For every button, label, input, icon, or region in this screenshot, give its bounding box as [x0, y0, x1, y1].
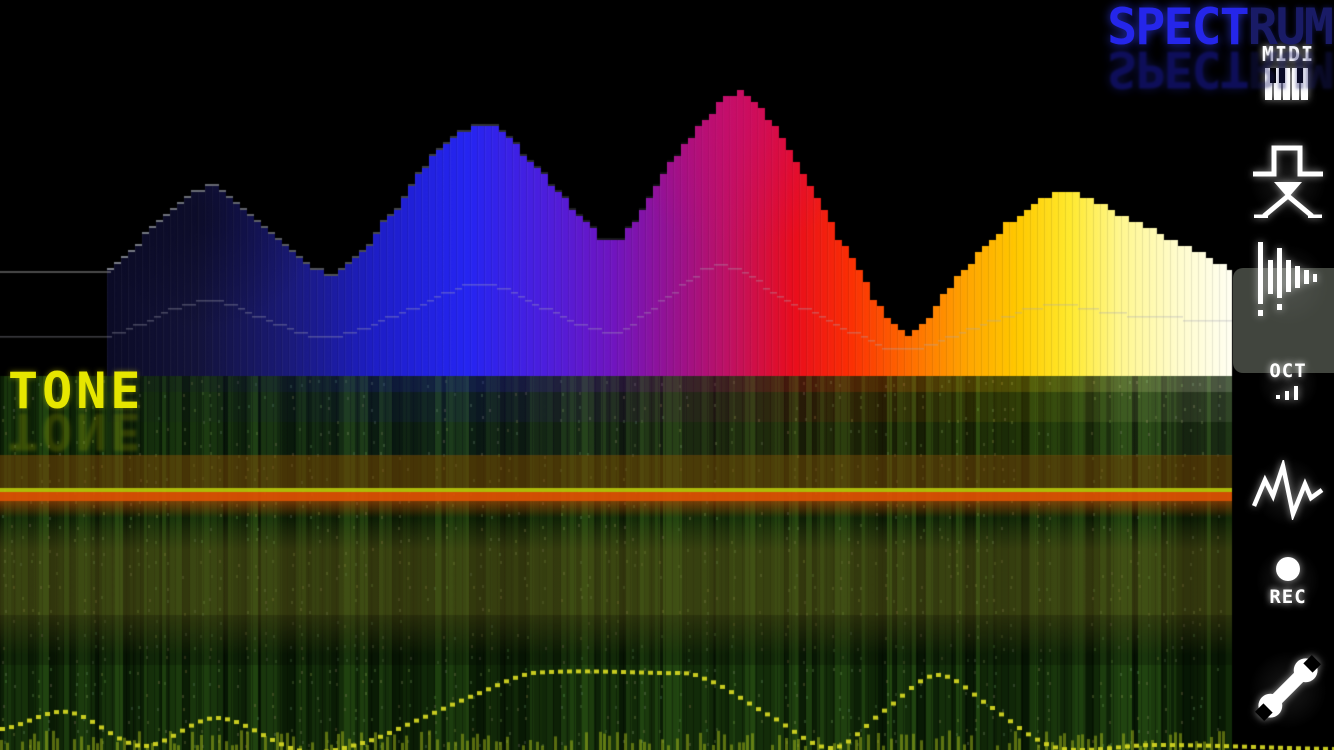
spectrum-button[interactable]: [1242, 234, 1334, 336]
sidebar: MIDI: [1242, 0, 1334, 750]
wrench-icon: [1250, 648, 1326, 728]
piano-keys-icon: [1265, 68, 1311, 102]
octave-bars-icon: [1276, 384, 1300, 400]
octave-button-label: OCT: [1269, 360, 1307, 382]
pulse-figure-icon: [1250, 140, 1326, 218]
app-title-text: SPECTRUM: [1107, 0, 1334, 56]
impulse-bars-icon: [1256, 240, 1320, 326]
waveform-button[interactable]: [1242, 454, 1334, 530]
midi-button-label: MIDI: [1261, 42, 1315, 66]
record-button-label: REC: [1269, 586, 1307, 608]
zigzag-wave-icon: [1252, 460, 1324, 520]
settings-button[interactable]: [1242, 642, 1334, 738]
record-button[interactable]: REC: [1242, 548, 1334, 613]
app-title-reflection: SPECTRUM: [1107, 40, 1332, 98]
tuner-button[interactable]: [1242, 134, 1334, 228]
midi-button[interactable]: MIDI: [1242, 38, 1334, 112]
record-dot-icon: [1273, 554, 1303, 584]
app-title: SPECTRUM SPECTRUM: [1107, 0, 1334, 98]
octave-button[interactable]: OCT: [1242, 356, 1334, 410]
tone-mode-label: TONE TONE: [8, 362, 145, 460]
selected-button-panel: [1233, 268, 1334, 373]
tone-label-reflection: TONE: [8, 402, 145, 460]
